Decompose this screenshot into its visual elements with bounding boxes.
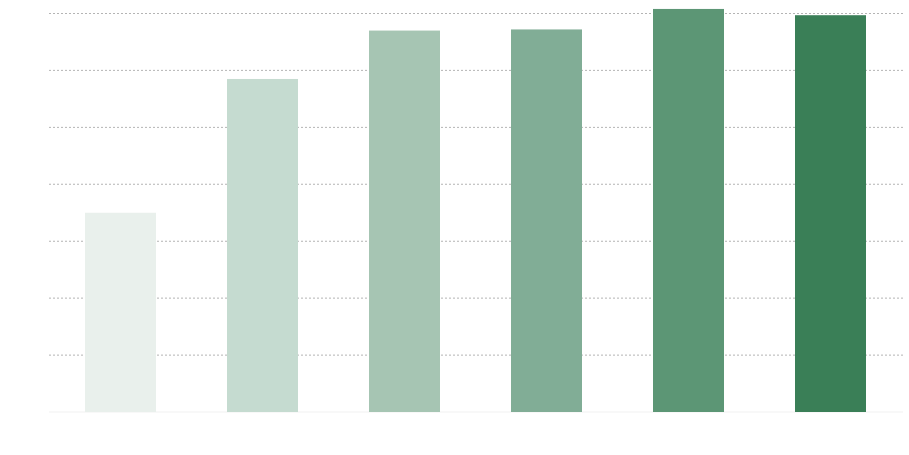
bars	[85, 8, 866, 413]
bar-6	[795, 15, 866, 413]
bar-5	[653, 8, 724, 413]
gridlines	[49, 13, 903, 413]
bar-1	[85, 212, 156, 412]
bar-2	[227, 78, 298, 412]
bar-4	[511, 29, 582, 412]
bar-3	[369, 30, 440, 412]
